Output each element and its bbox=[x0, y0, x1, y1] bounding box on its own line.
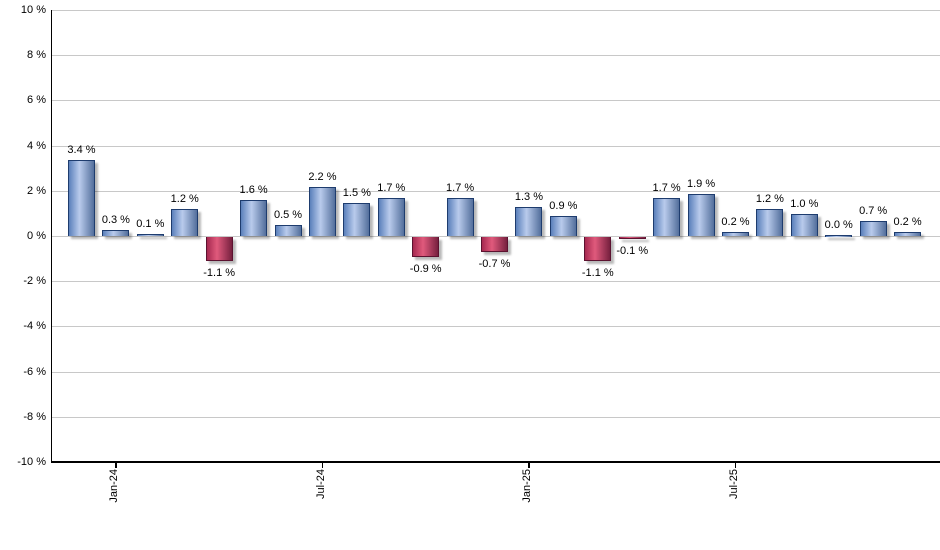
bar-value-label: 0.2 % bbox=[893, 215, 922, 228]
gridline bbox=[51, 100, 940, 102]
bar bbox=[205, 236, 233, 262]
x-axis-tick-label: Jan-25 bbox=[521, 469, 534, 503]
bar-value-label: 3.4 % bbox=[67, 143, 96, 156]
bar bbox=[274, 225, 302, 237]
gridline bbox=[51, 10, 940, 11]
bar bbox=[756, 209, 784, 237]
bar-value-label: 0.9 % bbox=[549, 200, 578, 213]
y-axis-line bbox=[50, 10, 52, 463]
bar-value-label: -0.7 % bbox=[478, 258, 511, 271]
x-axis-tick bbox=[734, 463, 737, 468]
bar-value-label: 0.2 % bbox=[721, 215, 750, 228]
bar bbox=[412, 236, 440, 257]
x-axis-tick-label: Jul-25 bbox=[727, 469, 740, 499]
bar bbox=[894, 231, 922, 237]
x-axis-tick-label: Jan-24 bbox=[108, 469, 121, 503]
bar-value-label: 0.1 % bbox=[136, 218, 165, 231]
gridline bbox=[51, 190, 940, 192]
x-axis-tick bbox=[115, 463, 117, 468]
gridline bbox=[51, 55, 940, 57]
bar bbox=[859, 220, 887, 237]
bar bbox=[481, 236, 509, 253]
bar-value-label: -0.1 % bbox=[616, 244, 649, 257]
bar-value-label: 0.5 % bbox=[273, 209, 303, 222]
bar-value-label: 1.7 % bbox=[377, 182, 406, 195]
bar-value-label: 1.2 % bbox=[755, 193, 784, 206]
y-axis-tick-label: 0 % bbox=[27, 230, 46, 242]
bar bbox=[721, 231, 749, 237]
bar bbox=[308, 186, 336, 237]
bar bbox=[790, 213, 818, 237]
y-axis-tick-label: -8 % bbox=[23, 410, 46, 423]
bar bbox=[171, 209, 199, 237]
gridline bbox=[51, 281, 940, 283]
bar-value-label: 1.7 % bbox=[652, 182, 681, 195]
y-axis-tick-label: -2 % bbox=[23, 275, 46, 288]
bar bbox=[618, 236, 646, 239]
bar-value-label: -0.9 % bbox=[409, 262, 442, 275]
bar bbox=[825, 235, 853, 237]
bar-value-label: 1.2 % bbox=[170, 193, 199, 206]
bar bbox=[68, 159, 95, 237]
bar-value-label: 1.9 % bbox=[686, 177, 716, 190]
bar bbox=[584, 236, 612, 262]
y-axis-tick-label: 8 % bbox=[27, 49, 46, 62]
x-axis-line bbox=[50, 461, 940, 463]
bar bbox=[549, 216, 577, 237]
bar-value-label: -1.1 % bbox=[581, 267, 614, 280]
gridline bbox=[51, 416, 940, 418]
bar bbox=[687, 193, 715, 237]
bar bbox=[343, 202, 371, 237]
y-axis-tick-label: 10 % bbox=[20, 4, 46, 16]
bar bbox=[136, 234, 164, 237]
bar-value-label: 1.0 % bbox=[790, 197, 819, 210]
bar-value-label: 1.3 % bbox=[514, 191, 544, 204]
x-axis-tick-label: Jul-24 bbox=[314, 469, 327, 499]
y-axis-tick-label: 4 % bbox=[27, 139, 46, 152]
y-axis-tick-label: -10 % bbox=[17, 456, 46, 468]
bar bbox=[653, 198, 681, 237]
bar-value-label: 2.2 % bbox=[308, 170, 337, 183]
bar-value-label: 1.6 % bbox=[239, 184, 268, 197]
y-axis-tick-label: 2 % bbox=[27, 184, 46, 197]
bar-value-label: -1.1 % bbox=[203, 267, 236, 280]
gridline bbox=[51, 371, 940, 373]
y-axis-tick-label: 6 % bbox=[27, 94, 46, 107]
x-axis-tick bbox=[321, 463, 324, 468]
bar bbox=[446, 198, 474, 237]
bar bbox=[102, 229, 130, 237]
y-axis-tick-label: -6 % bbox=[23, 365, 46, 378]
bar-value-label: 1.7 % bbox=[446, 182, 475, 195]
gridline bbox=[51, 326, 940, 328]
bar-value-label: 1.5 % bbox=[342, 186, 371, 199]
x-axis-tick bbox=[528, 463, 530, 468]
bar bbox=[515, 207, 543, 237]
gridline bbox=[51, 145, 940, 147]
bar-value-label: 0.7 % bbox=[859, 204, 888, 217]
bar-value-label: 0.3 % bbox=[101, 213, 130, 226]
bar bbox=[240, 200, 268, 237]
bar-value-label: 0.0 % bbox=[824, 219, 853, 231]
bar bbox=[377, 198, 405, 237]
y-axis-tick-label: -4 % bbox=[23, 320, 46, 333]
